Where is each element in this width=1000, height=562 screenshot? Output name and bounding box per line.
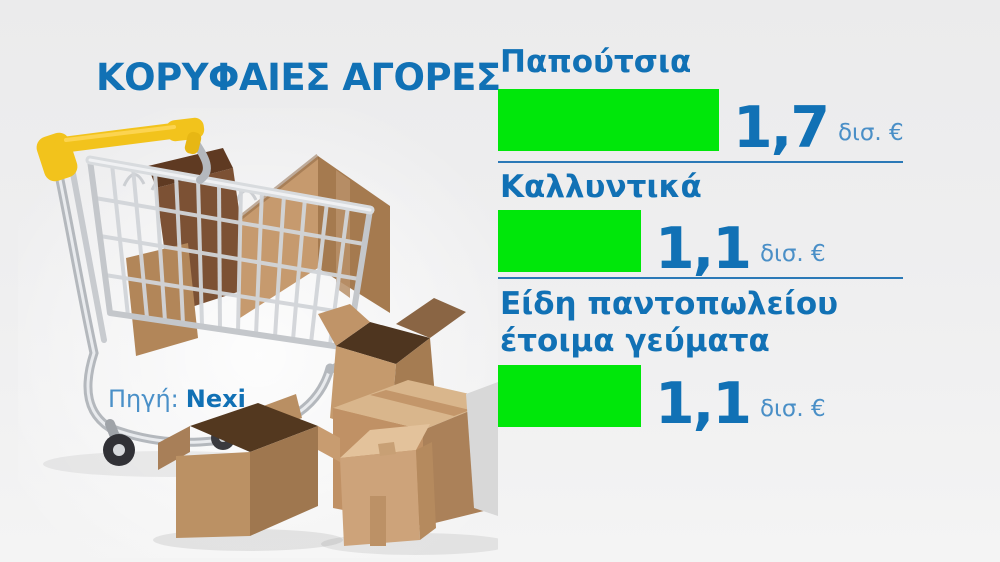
- page-title: ΚΟΡΥΦΑΙΕΣ ΑΓΟΡΕΣ: [96, 56, 501, 99]
- shopping-cart-illustration: [18, 108, 498, 558]
- category-label-1: Παπούτσια: [500, 44, 692, 80]
- divider-2: [498, 277, 903, 279]
- cart-basket: [85, 148, 390, 356]
- cart-wheel-front: [103, 419, 135, 466]
- source-prefix: Πηγή:: [108, 385, 179, 413]
- cart-handle: [36, 117, 205, 182]
- bar-row-2: 1,1 δισ. €: [498, 210, 826, 282]
- bar-3: [498, 365, 641, 427]
- unit-1: δισ. €: [837, 120, 904, 146]
- unit-3: δισ. €: [759, 396, 826, 422]
- bar-2: [498, 210, 641, 272]
- unit-2: δισ. €: [759, 241, 826, 267]
- floor-box-edge: [466, 382, 498, 516]
- bar-row-3: 1,1 δισ. €: [498, 365, 826, 437]
- category-label-3-line1: Είδη παντοπωλείου: [500, 286, 839, 322]
- value-3: 1,1: [655, 370, 752, 437]
- floor-box-open-center: [158, 394, 340, 538]
- bar-row-1: 1,7 δισ. €: [498, 89, 904, 161]
- bar-chart: Παπούτσια 1,7 δισ. € Καλλυντικά 1,1 δισ.…: [498, 0, 958, 562]
- category-label-3-line2: έτοιμα γεύματα: [500, 323, 770, 359]
- floor-box-cube: [340, 424, 436, 546]
- category-label-2: Καλλυντικά: [500, 169, 702, 205]
- bar-1: [498, 89, 719, 151]
- category-label-3: Είδη παντοπωλείου έτοιμα γεύματα: [500, 286, 838, 360]
- divider-1: [498, 161, 903, 163]
- value-2: 1,1: [655, 215, 752, 282]
- source-label: Πηγή: Nexi: [108, 385, 246, 413]
- source-name: Nexi: [185, 385, 246, 413]
- value-1: 1,7: [733, 94, 830, 161]
